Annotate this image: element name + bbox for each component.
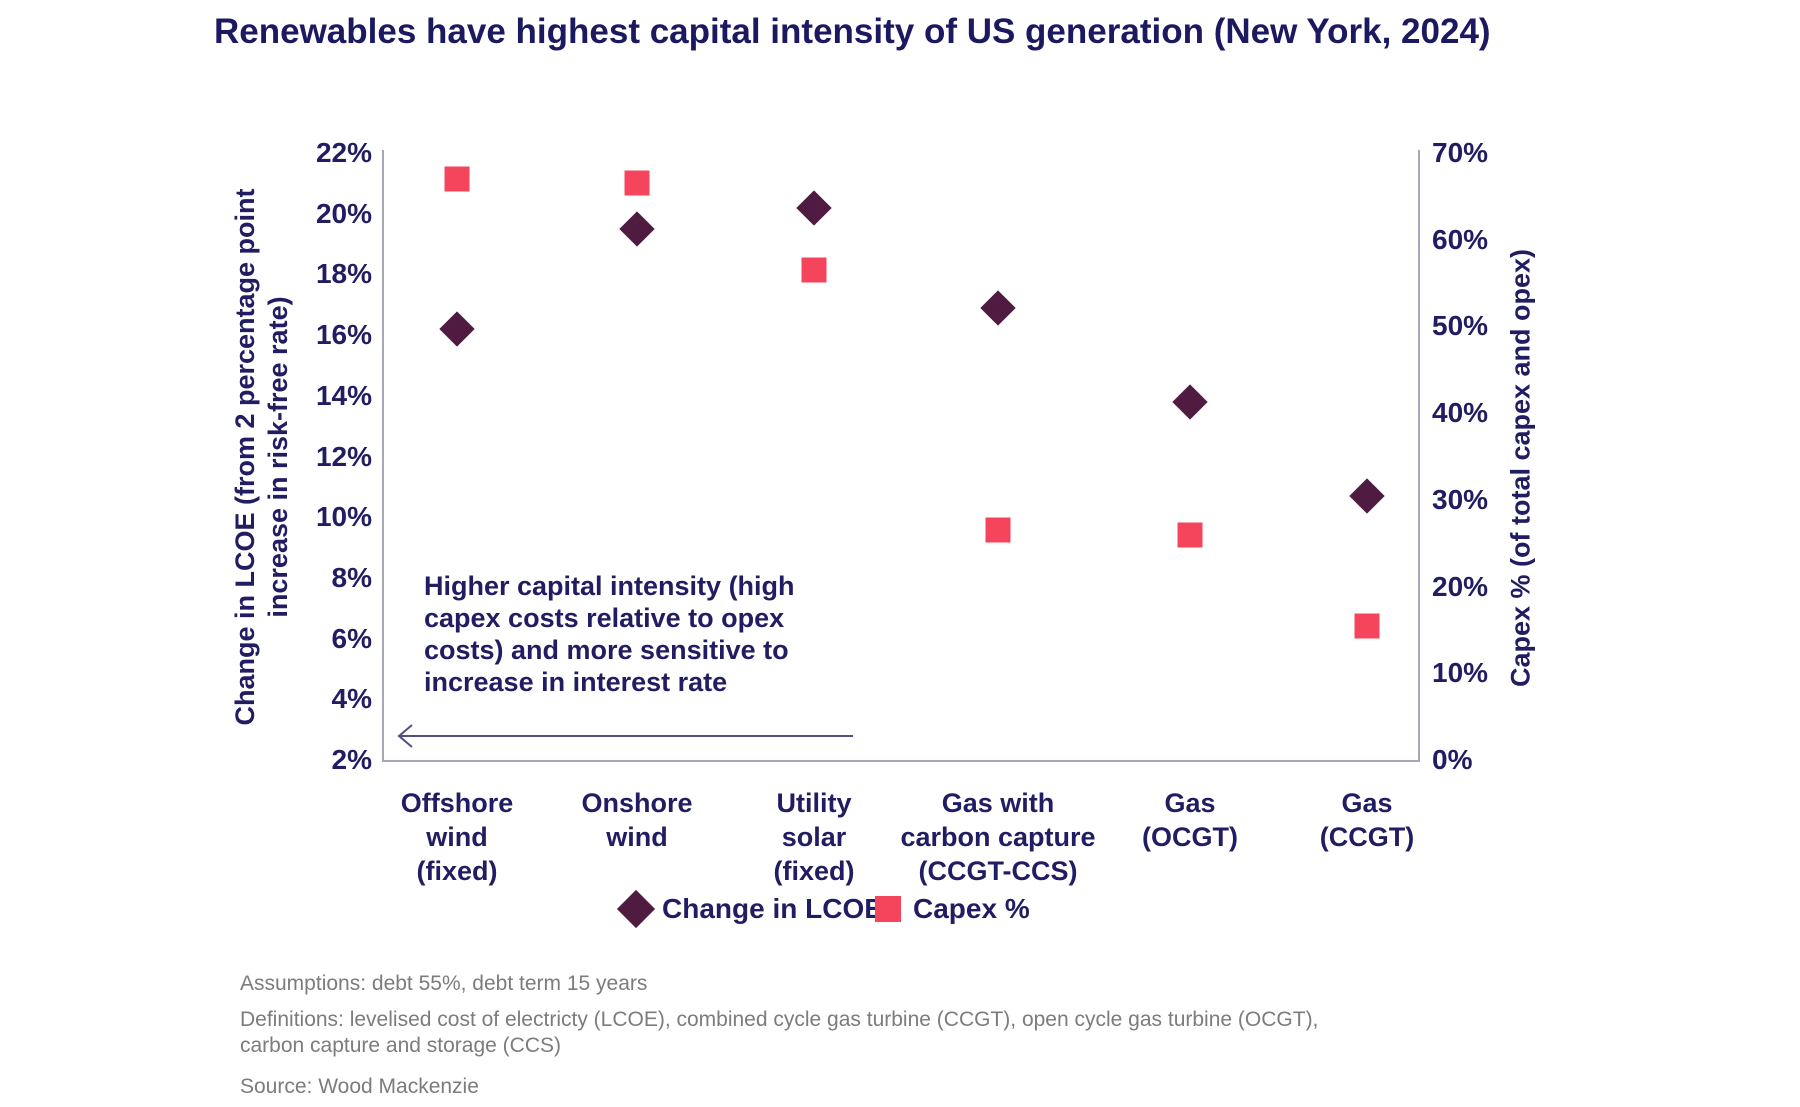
capex-marker [1177, 522, 1203, 548]
lcoe-marker [1172, 384, 1208, 420]
right-axis-tick-label: 70% [1432, 137, 1489, 168]
capex-marker [985, 517, 1011, 543]
left-axis-tick-label: 20% [315, 197, 372, 229]
left-axis-tick-label: 6% [331, 622, 372, 654]
left-axis-tick-label: 16% [315, 319, 372, 351]
arrow-left-icon [397, 724, 853, 748]
category-label: Onshore wind [581, 788, 693, 852]
right-axis-tick-label: 0% [1432, 744, 1473, 775]
capex-marker [1354, 613, 1380, 639]
left-axis-tick-label: 8% [331, 561, 372, 593]
right-axis-title: Capex % (of total capex and opex) [1505, 248, 1536, 688]
annotation-text: Higher capital intensity (high capex cos… [424, 571, 795, 697]
square-icon [875, 896, 901, 922]
lcoe-marker [1349, 478, 1385, 514]
lcoe-marker [980, 290, 1016, 326]
left-axis-tick-label: 14% [315, 379, 372, 411]
category-label: Gas (CCGT) [1319, 788, 1415, 852]
left-axis-title: Change in LCOE (from 2 percentage point … [230, 188, 293, 726]
diamond-icon [616, 889, 656, 929]
footnote-source: Source: Wood Mackenzie [240, 1075, 479, 1098]
capex-marker [624, 170, 650, 196]
lcoe-marker [619, 211, 655, 247]
capex-marker [801, 257, 827, 283]
category-label: Gas (OCGT) [1142, 788, 1238, 852]
left-axis-tick-label: 2% [331, 744, 372, 775]
lcoe-marker [796, 189, 832, 226]
left-axis-line [382, 150, 384, 762]
right-axis-line [1418, 150, 1420, 762]
capex-marker [444, 166, 470, 192]
category-label: Gas with carbon capture (CCGT-CCS) [900, 788, 1096, 886]
category-label: Offshore wind (fixed) [400, 788, 514, 886]
footnote-definitions: Definitions: levelised cost of electrict… [240, 1008, 1319, 1057]
x-axis-line [382, 760, 1420, 762]
left-axis-tick-label: 18% [315, 258, 372, 290]
left-axis-tick-label: 4% [331, 683, 372, 715]
right-axis-tick-label: 30% [1432, 483, 1489, 515]
right-axis-tick-label: 60% [1432, 223, 1489, 255]
right-axis-tick-label: 50% [1432, 310, 1489, 342]
chart-title: Renewables have highest capital intensit… [214, 12, 1491, 51]
legend-label-capex: Capex % [913, 893, 1030, 924]
left-axis-tick-label: 10% [315, 501, 372, 533]
right-axis-tick-label: 40% [1432, 397, 1489, 429]
category-label: Utility solar (fixed) [773, 788, 855, 886]
right-axis-tick-label: 20% [1432, 570, 1489, 602]
right-axis-tick-label: 10% [1432, 657, 1489, 689]
legend-label-lcoe: Change in LCOE [662, 893, 883, 924]
lcoe-marker [439, 311, 475, 347]
left-axis-tick-label: 22% [315, 137, 372, 168]
footnote-assumptions: Assumptions: debt 55%, debt term 15 year… [240, 972, 648, 995]
left-axis-tick-label: 12% [315, 440, 372, 472]
